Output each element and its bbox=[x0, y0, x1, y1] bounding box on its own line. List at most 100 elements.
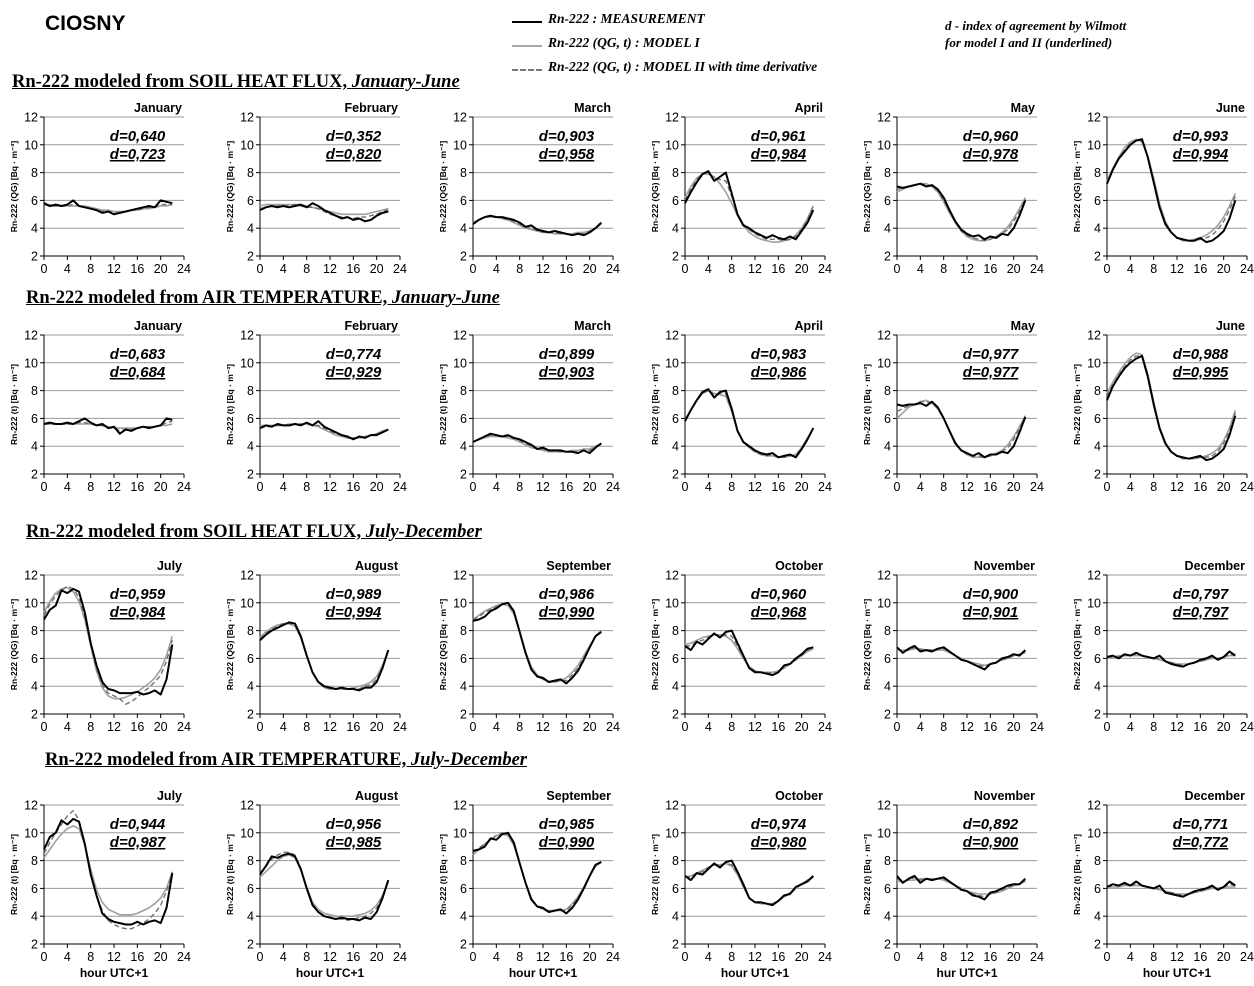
y-tick-label: 10 bbox=[240, 356, 254, 370]
x-tick-label: 8 bbox=[516, 950, 523, 964]
y-tick-label: 12 bbox=[453, 329, 467, 343]
x-tick-label: 16 bbox=[559, 950, 573, 964]
series-measurement bbox=[1106, 880, 1236, 898]
y-tick-label: 6 bbox=[1094, 194, 1101, 208]
x-tick-label: 24 bbox=[393, 262, 407, 276]
x-tick-label: 24 bbox=[818, 480, 832, 494]
series-measurement bbox=[684, 388, 815, 459]
x-tick-label: 20 bbox=[154, 262, 168, 276]
y-tick-label: 10 bbox=[1087, 826, 1101, 840]
y-tick-label: 6 bbox=[884, 412, 891, 426]
y-tick-label: 8 bbox=[31, 384, 38, 398]
section-prefix: Rn-222 modeled from SOIL HEAT FLUX, bbox=[26, 522, 366, 542]
x-tick-label: 24 bbox=[606, 262, 620, 276]
y-tick-label: 10 bbox=[24, 138, 38, 152]
x-tick-label: 20 bbox=[370, 720, 384, 734]
index-model2: d=0,772 bbox=[1173, 834, 1229, 851]
y-tick-label: 6 bbox=[884, 882, 891, 896]
x-tick-label: 12 bbox=[748, 480, 762, 494]
y-tick-label: 6 bbox=[672, 194, 679, 208]
y-tick-label: 12 bbox=[240, 569, 254, 583]
month-label: November bbox=[974, 559, 1035, 573]
series-model2 bbox=[43, 585, 173, 705]
y-axis-label: Rn-222 (t) [Bq · m⁻³] bbox=[650, 834, 660, 915]
x-tick-label: 4 bbox=[64, 950, 71, 964]
x-tick-label: 12 bbox=[107, 950, 121, 964]
x-tick-label: 24 bbox=[818, 950, 832, 964]
x-tick-label: 8 bbox=[940, 480, 947, 494]
legend-label-model1: Rn-222 (QG, t) : MODEL I bbox=[548, 35, 700, 50]
x-tick-label: 8 bbox=[728, 720, 735, 734]
y-tick-label: 4 bbox=[672, 222, 679, 236]
series-measurement bbox=[1106, 138, 1237, 244]
index-model1: d=0,956 bbox=[326, 816, 382, 833]
y-axis-label: Rn-222 (QG) [Bq · m⁻³] bbox=[1072, 599, 1082, 691]
x-tick-label: 16 bbox=[346, 950, 360, 964]
x-tick-label: 12 bbox=[107, 480, 121, 494]
y-tick-label: 6 bbox=[31, 882, 38, 896]
y-tick-label: 6 bbox=[460, 882, 467, 896]
y-tick-label: 4 bbox=[1094, 910, 1101, 924]
series-model1 bbox=[259, 622, 390, 690]
y-tick-label: 2 bbox=[31, 468, 38, 482]
series-measurement bbox=[472, 214, 602, 237]
index-model2: d=0,723 bbox=[110, 146, 166, 163]
month-label: August bbox=[355, 559, 399, 573]
y-tick-label: 12 bbox=[453, 111, 467, 125]
index-model1: d=0,640 bbox=[110, 128, 166, 145]
x-tick-label: 0 bbox=[41, 950, 48, 964]
y-tick-label: 10 bbox=[665, 138, 679, 152]
month-label: April bbox=[795, 101, 823, 115]
y-tick-label: 10 bbox=[877, 826, 891, 840]
x-tick-label: 24 bbox=[177, 720, 191, 734]
y-tick-label: 6 bbox=[247, 412, 254, 426]
x-axis-label: hur UTC+1 bbox=[936, 966, 997, 980]
y-tick-label: 2 bbox=[1094, 250, 1101, 264]
series-measurement bbox=[896, 182, 1027, 241]
x-tick-label: 12 bbox=[748, 262, 762, 276]
x-tick-label: 4 bbox=[64, 262, 71, 276]
x-tick-label: 16 bbox=[346, 480, 360, 494]
x-tick-label: 8 bbox=[1150, 262, 1157, 276]
x-tick-label: 4 bbox=[917, 720, 924, 734]
y-tick-label: 4 bbox=[247, 222, 254, 236]
x-tick-label: 8 bbox=[516, 720, 523, 734]
y-tick-label: 10 bbox=[240, 138, 254, 152]
y-tick-label: 2 bbox=[672, 468, 679, 482]
y-tick-label: 4 bbox=[672, 440, 679, 454]
y-tick-label: 6 bbox=[672, 882, 679, 896]
y-tick-label: 10 bbox=[877, 596, 891, 610]
x-tick-label: 12 bbox=[960, 720, 974, 734]
series-model2 bbox=[684, 171, 814, 242]
y-tick-label: 12 bbox=[240, 799, 254, 813]
month-label: August bbox=[355, 789, 399, 803]
x-tick-label: 4 bbox=[280, 480, 287, 494]
x-tick-label: 24 bbox=[818, 720, 832, 734]
y-tick-label: 8 bbox=[1094, 166, 1101, 180]
y-tick-label: 8 bbox=[884, 854, 891, 868]
x-tick-label: 8 bbox=[1150, 950, 1157, 964]
x-tick-label: 12 bbox=[748, 950, 762, 964]
y-tick-label: 6 bbox=[247, 882, 254, 896]
x-tick-label: 0 bbox=[682, 480, 689, 494]
month-label: July bbox=[157, 559, 182, 573]
x-tick-label: 8 bbox=[516, 480, 523, 494]
y-tick-label: 2 bbox=[672, 250, 679, 264]
index-model1: d=0,974 bbox=[751, 816, 807, 833]
series-model1 bbox=[896, 182, 1027, 242]
series-measurement bbox=[43, 817, 174, 926]
month-label: February bbox=[345, 101, 399, 115]
y-tick-label: 12 bbox=[877, 799, 891, 813]
y-tick-label: 6 bbox=[672, 652, 679, 666]
x-tick-label: 8 bbox=[303, 720, 310, 734]
x-tick-label: 20 bbox=[370, 950, 384, 964]
y-tick-label: 2 bbox=[1094, 938, 1101, 952]
y-tick-label: 8 bbox=[672, 384, 679, 398]
